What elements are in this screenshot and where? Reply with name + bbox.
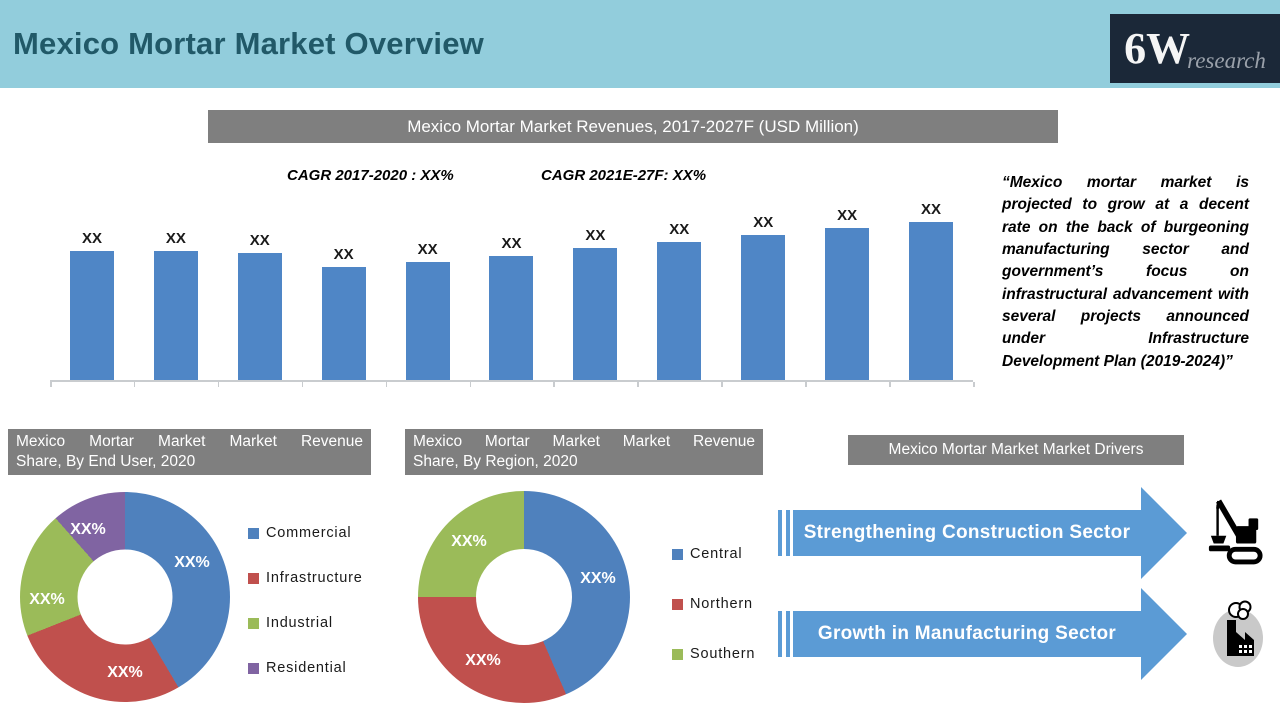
legend-item: Southern — [672, 643, 755, 665]
arrow-stripe — [778, 510, 782, 556]
region-donut-chart: XX% XX% XX% — [418, 491, 630, 703]
legend-label: Commercial — [266, 525, 352, 541]
construction-crane-icon — [1203, 491, 1267, 569]
legend-label: Industrial — [266, 615, 333, 631]
end-user-title-line1: Mexico Mortar Market Market Revenue — [16, 433, 363, 450]
donut-segment-label: XX% — [107, 664, 143, 681]
region-legend: Central Northern Southern — [672, 543, 755, 693]
bar: XX — [50, 195, 134, 380]
donut-segment-label: XX% — [29, 591, 65, 608]
bar-value-label: XX — [921, 201, 942, 218]
legend-label: Residential — [266, 660, 347, 676]
cagr-annotation-2021-2027: CAGR 2021E-27F: XX% — [541, 167, 707, 184]
bar-value-label: XX — [249, 232, 270, 249]
region-title-line1: Mexico Mortar Market Market Revenue — [413, 433, 755, 450]
revenue-bar-chart: XX XX XX XX XX XX XX XX XX XX XX — [50, 195, 973, 380]
bar: XX — [637, 195, 721, 380]
arrow-stripe — [786, 510, 790, 556]
drivers-panel-title: Mexico Mortar Market Market Drivers — [848, 435, 1184, 465]
header-band: Mexico Mortar Market Overview 6W researc… — [0, 0, 1280, 88]
donut-hole — [77, 549, 173, 645]
company-logo: 6W research — [1110, 14, 1280, 83]
driver-arrow-construction: Strengthening Construction Sector — [778, 487, 1188, 579]
arrow-stripe — [786, 611, 790, 657]
donut-segment-label: XX% — [465, 652, 501, 669]
bar: XX — [470, 195, 554, 380]
legend-label: Infrastructure — [266, 570, 363, 586]
donut-hole — [476, 549, 572, 645]
bar: XX — [218, 195, 302, 380]
legend-swatch — [672, 548, 683, 560]
legend-item: Commercial — [248, 522, 363, 544]
region-title-line2: Share, By Region, 2020 — [413, 453, 578, 470]
arrow-head — [1141, 487, 1187, 579]
bar-value-label: XX — [585, 227, 606, 244]
region-panel-title: Mexico Mortar Market Market Revenue Shar… — [405, 429, 763, 475]
bar-value-label: XX — [837, 207, 858, 224]
driver-arrow-label: Growth in Manufacturing Sector — [793, 611, 1141, 657]
legend-swatch — [248, 572, 259, 584]
end-user-panel-title: Mexico Mortar Market Market Revenue Shar… — [8, 429, 371, 475]
legend-swatch — [672, 598, 683, 610]
logo-research-text: research — [1187, 47, 1266, 73]
bar-value-label: XX — [81, 230, 102, 247]
bar-series: XX XX XX XX XX XX XX XX XX XX XX — [50, 195, 973, 380]
legend-swatch — [248, 662, 259, 674]
legend-swatch — [672, 648, 683, 660]
bar: XX — [302, 195, 386, 380]
donut-segment-label: XX% — [70, 521, 106, 538]
bar-value-label: XX — [669, 221, 690, 238]
bar-value-label: XX — [417, 241, 438, 258]
legend-label: Southern — [690, 646, 756, 662]
bar-value-label: XX — [501, 235, 522, 252]
donut-segment-label: XX% — [174, 554, 210, 571]
bar: XX — [721, 195, 805, 380]
end-user-title-line2: Share, By End User, 2020 — [16, 453, 196, 470]
end-user-donut-chart: XX% XX% XX% XX% — [20, 492, 230, 702]
legend-item: Industrial — [248, 612, 363, 634]
bar: XX — [386, 195, 470, 380]
arrow-head — [1141, 588, 1187, 680]
legend-item: Northern — [672, 593, 755, 615]
bar-value-label: XX — [753, 214, 774, 231]
legend-item: Infrastructure — [248, 567, 363, 589]
cagr-annotation-2017-2020: CAGR 2017-2020 : XX% — [287, 167, 454, 184]
donut-segment-label: XX% — [580, 570, 616, 587]
bar: XX — [134, 195, 218, 380]
market-quote: “Mexico mortar market is projected to gr… — [1002, 174, 1249, 370]
legend-item: Residential — [248, 657, 363, 679]
legend-label: Central — [690, 546, 743, 562]
legend-swatch — [248, 617, 259, 629]
driver-arrow-manufacturing: Growth in Manufacturing Sector — [778, 588, 1188, 680]
driver-arrow-label: Strengthening Construction Sector — [793, 510, 1141, 556]
legend-swatch — [248, 527, 259, 539]
factory-icon — [1207, 597, 1269, 671]
revenue-chart-title-bar: Mexico Mortar Market Revenues, 2017-2027… — [208, 110, 1058, 143]
bar-value-label: XX — [333, 246, 354, 263]
bar: XX — [889, 195, 973, 380]
bar: XX — [553, 195, 637, 380]
legend-label: Northern — [690, 596, 753, 612]
arrow-stripe — [778, 611, 782, 657]
page-title: Mexico Mortar Market Overview — [13, 26, 484, 61]
donut-segment-label: XX% — [451, 533, 487, 550]
logo-6w-text: 6W — [1124, 23, 1191, 73]
end-user-legend: Commercial Infrastructure Industrial Reside… — [248, 522, 363, 702]
bar: XX — [805, 195, 889, 380]
legend-item: Central — [672, 543, 755, 565]
bar-value-label: XX — [165, 230, 186, 247]
x-axis — [50, 380, 975, 388]
